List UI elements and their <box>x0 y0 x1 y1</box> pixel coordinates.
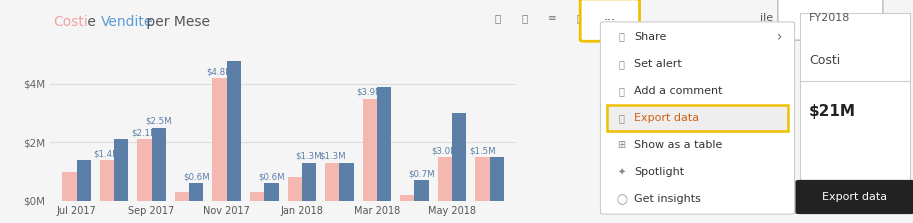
Bar <box>62 171 77 201</box>
Text: 📌: 📌 <box>495 13 500 23</box>
Bar <box>100 160 114 201</box>
Text: FY2018: FY2018 <box>809 13 851 23</box>
Text: Share: Share <box>635 32 666 41</box>
Bar <box>175 192 189 201</box>
Text: Export data: Export data <box>635 113 699 123</box>
Text: Vendite: Vendite <box>100 15 152 29</box>
Text: ⛶: ⛶ <box>577 13 582 23</box>
Text: $21M: $21M <box>809 104 856 119</box>
Text: $1.3M: $1.3M <box>296 152 322 161</box>
Text: Get insights: Get insights <box>635 194 701 204</box>
Text: Add a comment: Add a comment <box>635 86 723 96</box>
Bar <box>452 113 467 201</box>
Text: $2.5M: $2.5M <box>145 117 172 126</box>
Bar <box>400 195 415 201</box>
Text: $2.1M: $2.1M <box>131 129 158 138</box>
Text: $1.3M: $1.3M <box>319 152 345 161</box>
Text: Export data: Export data <box>823 192 887 202</box>
Text: Costi: Costi <box>809 54 840 67</box>
Text: e: e <box>82 15 100 29</box>
Text: $0.6M: $0.6M <box>258 172 285 182</box>
Text: ile: ile <box>761 13 773 23</box>
Text: 🔒: 🔒 <box>618 113 624 123</box>
Bar <box>476 157 489 201</box>
Text: •••: ••• <box>604 13 623 23</box>
Text: Show as a table: Show as a table <box>635 140 722 150</box>
Bar <box>302 163 316 201</box>
Text: 🔔: 🔔 <box>618 59 624 69</box>
Text: Spotlight: Spotlight <box>635 167 685 177</box>
Bar <box>325 163 340 201</box>
Text: $1.5M: $1.5M <box>469 146 496 155</box>
Text: $3.9M: $3.9M <box>356 88 383 97</box>
Bar <box>213 78 226 201</box>
Text: $1.4M: $1.4M <box>94 149 121 158</box>
Bar <box>437 157 452 201</box>
Text: $0.7M: $0.7M <box>408 169 435 179</box>
Text: Costi: Costi <box>53 15 88 29</box>
Bar <box>226 61 241 201</box>
Text: ≡: ≡ <box>548 13 557 23</box>
Text: Set alert: Set alert <box>635 59 682 69</box>
Bar <box>489 157 504 201</box>
Text: 💬: 💬 <box>618 86 624 96</box>
Text: estre: estre <box>809 191 837 201</box>
Bar <box>137 139 152 201</box>
Text: ›: › <box>776 30 782 43</box>
Text: ⊞: ⊞ <box>617 140 625 150</box>
Text: per Mese: per Mese <box>142 15 210 29</box>
Bar <box>264 183 278 201</box>
Bar <box>114 139 129 201</box>
Text: $3.0M: $3.0M <box>432 146 458 155</box>
Text: ···: ··· <box>603 14 616 27</box>
Bar <box>189 183 204 201</box>
Text: $0.6M: $0.6M <box>183 172 210 182</box>
Bar <box>340 163 353 201</box>
Text: ✦: ✦ <box>617 167 625 177</box>
Text: ◯: ◯ <box>616 194 627 205</box>
Bar <box>415 180 429 201</box>
Bar <box>152 128 166 201</box>
Text: ⤴: ⤴ <box>618 32 624 41</box>
Text: ⬜: ⬜ <box>522 13 528 23</box>
Bar <box>250 192 264 201</box>
Bar <box>288 177 302 201</box>
Bar <box>77 160 90 201</box>
Bar <box>377 87 391 201</box>
Text: $4.8M: $4.8M <box>206 67 233 76</box>
Bar <box>362 99 377 201</box>
